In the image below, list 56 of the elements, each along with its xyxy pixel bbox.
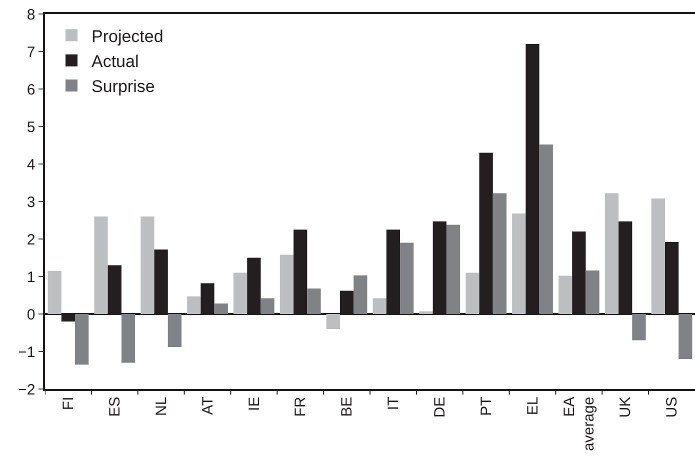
bar — [586, 270, 600, 314]
bar — [260, 298, 274, 314]
bar — [651, 198, 665, 314]
x-tick-label: UK — [617, 396, 634, 418]
bar — [372, 298, 386, 314]
bar — [326, 314, 340, 329]
bar — [492, 193, 506, 314]
y-tick-label: 4 — [26, 156, 36, 174]
bar — [558, 276, 572, 314]
x-tick-label: BE — [338, 396, 356, 417]
bar — [678, 314, 692, 359]
bar — [75, 314, 89, 365]
bar — [214, 304, 228, 314]
y-tick-label: 1 — [26, 268, 36, 286]
y-tick-label: 8 — [26, 6, 36, 24]
x-tick-label: FI — [60, 396, 78, 410]
bar — [354, 275, 368, 314]
x-tick-label: US — [664, 396, 681, 418]
y-tick-label: 7 — [26, 44, 36, 61]
x-tick-label: DE — [432, 396, 449, 418]
y-tick-label: 6 — [26, 81, 36, 98]
x-tick-label: EA average — [561, 396, 598, 451]
bar — [604, 193, 619, 314]
y-tick-label: −2 — [18, 381, 36, 398]
bar — [168, 314, 182, 347]
bar — [140, 216, 154, 314]
bar — [307, 288, 321, 314]
x-tick-label: NL — [152, 396, 170, 416]
x-tick-label: PT — [478, 396, 495, 416]
x-tick-label: AT — [199, 396, 216, 415]
y-tick-label: 3 — [26, 194, 36, 211]
x-tick-label: EL — [524, 396, 542, 416]
bar — [94, 216, 108, 314]
legend-label: Actual — [92, 52, 139, 72]
bar — [187, 296, 201, 314]
bar — [400, 242, 414, 314]
x-tick-label: FR — [292, 396, 310, 417]
bar — [632, 314, 646, 340]
y-tick-label: 5 — [26, 118, 36, 136]
bar — [512, 214, 526, 314]
bar — [280, 254, 294, 314]
x-tick-label: ES — [106, 396, 124, 417]
bar — [419, 311, 433, 314]
y-tick-label: 0 — [26, 306, 36, 324]
y-tick-label: 2 — [26, 231, 36, 248]
x-tick-label: IT — [385, 396, 402, 410]
x-tick-label: IE — [246, 396, 263, 411]
bar — [234, 272, 248, 314]
legend-label: Surprise — [92, 77, 155, 96]
legend-label: Projected — [92, 26, 164, 46]
bar — [539, 144, 553, 314]
y-tick-label: −1 — [18, 344, 36, 361]
bar — [121, 314, 136, 363]
bar — [466, 272, 480, 314]
bar — [48, 270, 62, 314]
bar — [446, 224, 460, 314]
